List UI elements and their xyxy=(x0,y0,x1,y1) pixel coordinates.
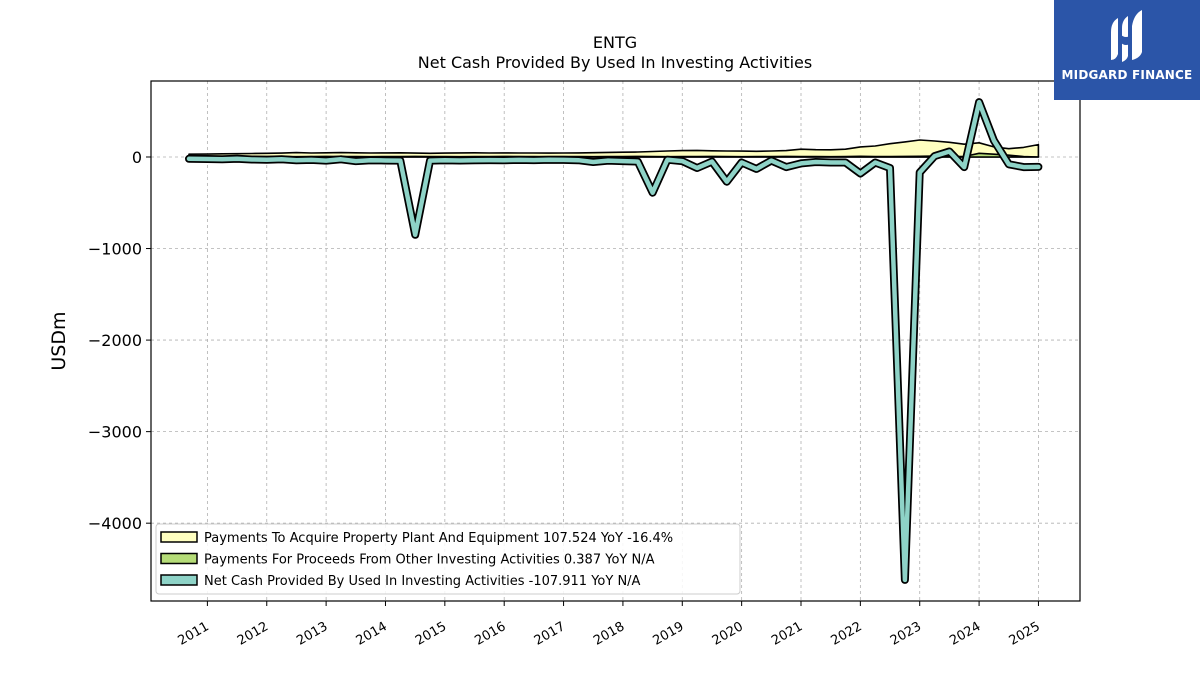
x-tick-label: 2011 xyxy=(176,619,212,649)
y-tick-label: 0 xyxy=(132,148,142,167)
x-tick-label: 2020 xyxy=(710,619,746,649)
x-tick-label: 2023 xyxy=(888,619,924,649)
x-tick-label: 2019 xyxy=(650,619,686,649)
logo-mark-icon xyxy=(1111,10,1142,62)
chart-title: ENTG xyxy=(593,33,637,52)
y-axis-label: USDm xyxy=(48,311,70,370)
legend-label: Payments To Acquire Property Plant And E… xyxy=(204,531,673,546)
series-line-3 xyxy=(186,99,1041,583)
y-axis: 0 −1000 −2000 −3000 −4000 xyxy=(88,148,151,533)
x-tick-label: 2016 xyxy=(472,619,508,649)
x-tick-label: 2022 xyxy=(829,619,865,649)
x-tick-label: 2014 xyxy=(354,619,390,649)
series-area-1 xyxy=(188,139,1040,158)
legend-swatch xyxy=(160,552,198,565)
x-tick-label: 2024 xyxy=(947,619,983,649)
legend-label: Payments For Proceeds From Other Investi… xyxy=(204,553,655,568)
x-tick-label: 2017 xyxy=(532,619,568,649)
legend-swatch xyxy=(160,574,198,586)
legend-swatch xyxy=(160,531,198,543)
series-line-outline xyxy=(185,98,1043,584)
x-tick-label: 2015 xyxy=(413,619,449,649)
x-tick-label: 2018 xyxy=(591,619,627,649)
y-tick-label: −1000 xyxy=(88,240,142,259)
legend-label: Net Cash Provided By Used In Investing A… xyxy=(204,574,641,589)
y-tick-label: −4000 xyxy=(88,514,142,533)
brand-logo: MIDGARD FINANCE xyxy=(1054,0,1200,100)
y-tick-label: −3000 xyxy=(88,423,142,442)
y-tick-label: −2000 xyxy=(88,331,142,350)
x-tick-label: 2013 xyxy=(294,619,330,649)
series-layer xyxy=(185,98,1043,584)
x-tick-label: 2021 xyxy=(769,619,805,649)
x-tick-label: 2025 xyxy=(1007,619,1043,649)
plot-area-frame xyxy=(150,80,1081,602)
legend: Payments To Acquire Property Plant And E… xyxy=(155,523,741,595)
chart-subtitle: Net Cash Provided By Used In Investing A… xyxy=(418,53,812,72)
logo-text: MIDGARD FINANCE xyxy=(1061,68,1193,82)
x-axis: 2011 2012 2013 2014 2015 2016 2017 2018 2019 2020… xyxy=(176,601,1043,649)
legend-box xyxy=(155,523,741,595)
x-tick-label: 2012 xyxy=(235,619,271,649)
